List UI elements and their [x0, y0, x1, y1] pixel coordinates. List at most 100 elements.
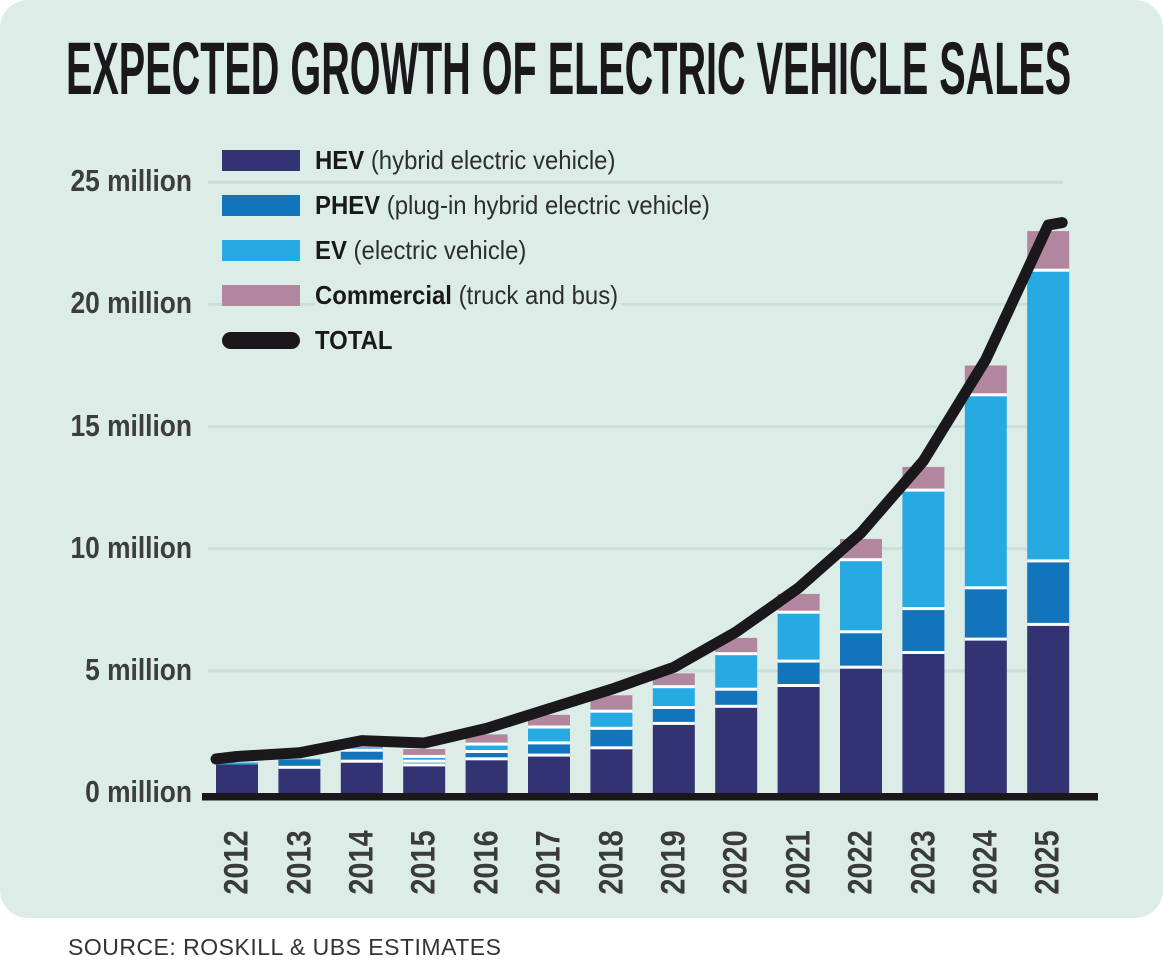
- segment-separator: [590, 746, 633, 750]
- segment-separator: [590, 709, 633, 713]
- bar-2013-hev: [278, 767, 321, 793]
- bar-2018-phev: [590, 728, 633, 748]
- legend-hev-color-swatch: [222, 150, 300, 171]
- segment-separator: [340, 759, 383, 763]
- bar-2016-phev: [465, 751, 508, 759]
- legend-label-total: TOTAL: [315, 323, 397, 358]
- bar-2013-ev: [278, 758, 321, 760]
- bar-2023-hev: [902, 652, 945, 793]
- bar-2015-ev: [403, 756, 446, 762]
- bar-2018-commercial: [590, 695, 633, 712]
- segment-separator: [528, 741, 570, 745]
- segment-separator: [777, 659, 820, 663]
- segment-separator: [278, 765, 321, 769]
- segment-separator: [777, 684, 820, 687]
- x-axis-line: [202, 793, 1098, 801]
- source-text: SOURCE: ROSKILL & UBS ESTIMATES: [68, 934, 502, 960]
- segment-separator: [964, 637, 1007, 641]
- segment-separator: [465, 742, 508, 746]
- segment-separator: [590, 726, 633, 730]
- segment-separator: [528, 753, 570, 757]
- bar-2016-commercial: [465, 734, 508, 745]
- bar-2024-ev: [964, 394, 1007, 588]
- gridline-25m: [208, 180, 1063, 184]
- segment-separator: [340, 748, 383, 752]
- bar-2025-hev: [1027, 624, 1070, 793]
- segment-separator: [840, 630, 882, 634]
- bar-2018: [590, 695, 633, 793]
- bar-2014-hev: [340, 761, 383, 793]
- bar-2017-ev: [528, 727, 570, 743]
- bar-2021-ev: [777, 612, 820, 662]
- segment-separator: [528, 725, 570, 729]
- segment-separator: [902, 651, 945, 654]
- bar-2020: [715, 637, 758, 793]
- segment-separator: [715, 687, 758, 691]
- legend-phev-color-swatch: [222, 195, 300, 216]
- bar-2019-phev: [652, 707, 695, 724]
- y-axis-label-15m: 15 million: [70, 407, 192, 443]
- legend-item-ev: EV (electric vehicle): [222, 233, 748, 268]
- x-axis-label-2025: 2025: [998, 814, 1098, 910]
- bar-2015-hev: [403, 764, 446, 793]
- bar-2021-hev: [777, 685, 820, 793]
- bar-2022-phev: [840, 631, 882, 668]
- bar-2020-phev: [715, 689, 758, 707]
- legend-label-phev: PHEV (plug-in hybrid electric vehicle): [315, 188, 714, 223]
- segment-separator: [777, 610, 820, 614]
- gridline-20m: [208, 302, 1063, 306]
- legend: HEV (hybrid electric vehicle) PHEV (plug-…: [222, 143, 748, 375]
- segment-separator: [715, 652, 758, 656]
- bar-2025-phev: [1027, 560, 1070, 625]
- bar-2012-ev: [216, 762, 258, 764]
- segment-separator: [902, 488, 945, 492]
- legend-label-ev: EV (electric vehicle): [315, 233, 531, 268]
- segment-separator: [652, 685, 695, 689]
- legend-commercial-color-swatch: [222, 285, 300, 306]
- segment-separator: [465, 750, 508, 753]
- total-line: [210, 217, 1068, 765]
- bar-2012-phev: [216, 763, 258, 765]
- bar-2024-hev: [964, 639, 1007, 793]
- gridline-5m: [208, 669, 1063, 673]
- bar-2019-hev: [652, 723, 695, 793]
- chart-card: EXPECTED GROWTH OF ELECTRIC VEHICLE SALE…: [0, 0, 1163, 918]
- y-axis-label-10m: 10 million: [70, 529, 192, 565]
- legend-ev-color-swatch: [222, 240, 300, 261]
- bar-2019: [652, 673, 695, 793]
- year-label: 2025: [1028, 829, 1067, 895]
- bar-chart-plot: [202, 180, 1098, 801]
- bar-2025: [1027, 231, 1070, 793]
- bar-2018-hev: [590, 747, 633, 793]
- bar-2019-ev: [652, 686, 695, 708]
- segment-separator: [465, 757, 508, 761]
- bar-2022-ev: [840, 559, 882, 632]
- bar-2020-hev: [715, 706, 758, 793]
- gridline-10m: [208, 547, 1063, 551]
- segment-separator: [652, 721, 695, 725]
- bar-2022: [840, 538, 882, 793]
- bar-2021-phev: [777, 661, 820, 686]
- gridline-15m: [208, 425, 1063, 429]
- bar-2023: [902, 466, 945, 793]
- legend-item-phev: PHEV (plug-in hybrid electric vehicle): [222, 188, 748, 223]
- legend-item-total: TOTAL: [222, 323, 748, 358]
- bar-2023-ev: [902, 490, 945, 609]
- segment-separator: [403, 763, 446, 767]
- bar-2014-commercial: [340, 746, 383, 748]
- bar-2014: [340, 746, 383, 793]
- segment-separator: [652, 706, 695, 709]
- y-axis-label-5m: 5 million: [85, 651, 192, 687]
- segment-separator: [715, 704, 758, 708]
- segment-separator: [1027, 622, 1070, 626]
- bar-2024-phev: [964, 587, 1007, 640]
- segment-separator: [964, 393, 1007, 397]
- bar-2024: [964, 365, 1007, 793]
- bar-2017-phev: [528, 742, 570, 756]
- bar-2015-commercial: [403, 749, 446, 757]
- legend-item-hev: HEV (hybrid electric vehicle): [222, 143, 748, 178]
- segment-separator: [840, 665, 882, 669]
- segment-separator: [403, 759, 446, 763]
- segment-separator: [964, 586, 1007, 590]
